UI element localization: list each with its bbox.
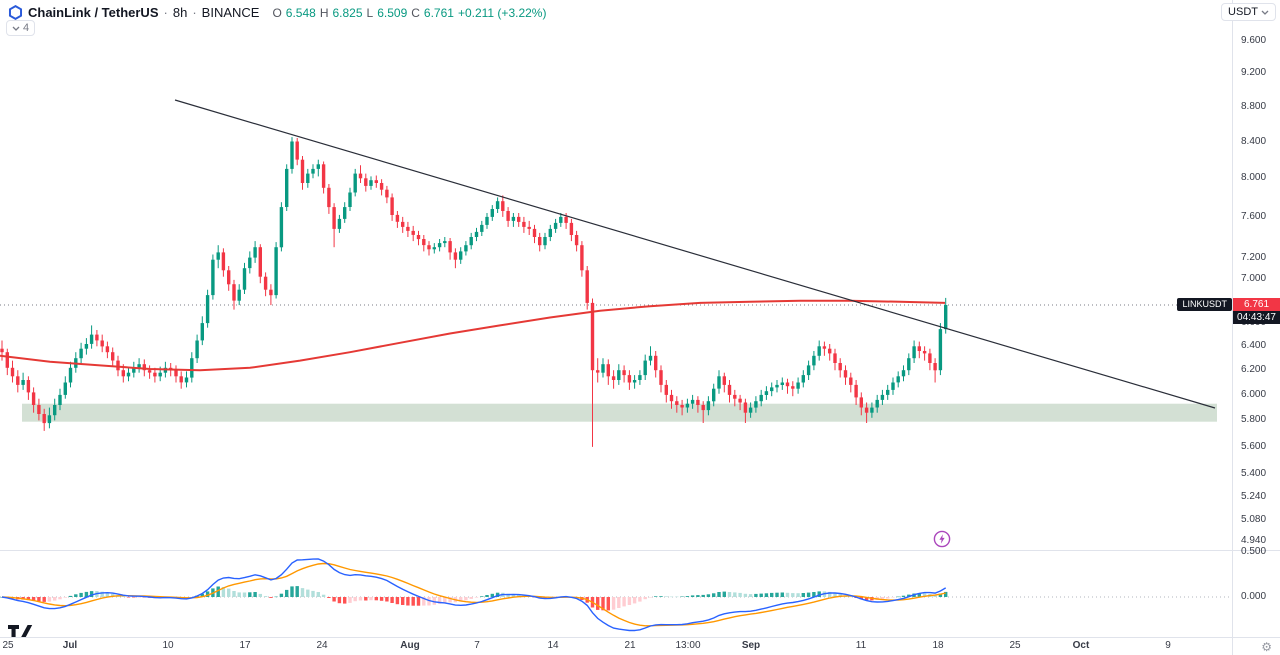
price-tick-label: 6.200 xyxy=(1241,364,1267,375)
time-tick-label: 24 xyxy=(316,640,328,651)
chevron-down-icon xyxy=(12,26,20,31)
lightning-button[interactable] xyxy=(933,530,951,548)
price-tick-label: 7.600 xyxy=(1241,211,1267,222)
price-tick-label: 5.400 xyxy=(1241,468,1267,479)
symbol-price-line-badge: LINKUSDT xyxy=(1177,298,1232,311)
symbol-info-bar: ChainLink / TetherUS · 8h · BINANCE O 6.5… xyxy=(8,5,546,20)
time-tick-label: 25 xyxy=(1009,640,1021,651)
price-tick-label: 5.240 xyxy=(1241,491,1267,502)
currency-unit-button[interactable]: USDT xyxy=(1221,3,1276,21)
exchange-label: BINANCE xyxy=(201,5,260,20)
high-label: H xyxy=(319,5,329,20)
price-axis[interactable]: 9.600 9.200 8.800 8.400 8.000 7.600 7.200 7.000… xyxy=(1233,0,1280,638)
high-value: 6.825 xyxy=(332,5,363,20)
time-tick-label: Oct xyxy=(1072,640,1090,651)
price-tick-label: 7.000 xyxy=(1241,273,1267,284)
price-tick-label: 6.400 xyxy=(1241,340,1267,351)
separator-dot: · xyxy=(163,5,168,20)
time-tick-label: 7 xyxy=(474,640,480,651)
time-tick-label: 14 xyxy=(547,640,559,651)
time-tick-label: Sep xyxy=(741,640,761,651)
chainlink-logo-icon xyxy=(8,5,23,20)
separator-dot: · xyxy=(192,5,197,20)
last-price-badge: 6.761 xyxy=(1233,298,1280,311)
time-tick-label: 11 xyxy=(855,640,867,651)
time-tick-label: 17 xyxy=(239,640,251,651)
bar-countdown-badge: 04:43:47 xyxy=(1233,311,1280,324)
indicator-tick-label: 0.000 xyxy=(1241,591,1267,602)
close-value: 6.761 xyxy=(423,5,454,20)
low-label: L xyxy=(366,5,374,20)
time-tick-label: 9 xyxy=(1165,640,1171,651)
tradingview-logo[interactable] xyxy=(8,624,36,643)
time-tick-label: 13:00 xyxy=(675,640,701,651)
change-value: +0.211 (+3.22%) xyxy=(457,5,547,20)
time-tick-label: 25 xyxy=(2,640,14,651)
collapsed-indicators-count: 4 xyxy=(23,22,30,34)
chevron-down-icon xyxy=(1261,10,1269,15)
indicator-tick-label: 0.500 xyxy=(1241,546,1267,557)
interval-label[interactable]: 8h xyxy=(172,5,188,20)
time-tick-label: 21 xyxy=(624,640,636,651)
open-label: O xyxy=(272,5,282,20)
price-tick-label: 9.200 xyxy=(1241,67,1267,78)
low-value: 6.509 xyxy=(377,5,408,20)
time-axis[interactable]: 25 Jul 10 17 24 Aug 7 14 21 13:00 Sep 11 18 25 Oct 9 xyxy=(0,639,1232,655)
price-tick-label: 8.000 xyxy=(1241,172,1267,183)
price-tick-label: 7.200 xyxy=(1241,252,1267,263)
ohlc-readout: O 6.548 H 6.825 L 6.509 C 6.761 +0.211 (+3.2… xyxy=(272,6,546,20)
currency-unit-label: USDT xyxy=(1228,6,1258,18)
price-tick-label: 5.600 xyxy=(1241,441,1267,452)
time-tick-label: Jul xyxy=(62,640,78,651)
open-value: 6.548 xyxy=(285,5,316,20)
symbol-title[interactable]: ChainLink / TetherUS xyxy=(28,5,159,20)
price-tick-label: 9.600 xyxy=(1241,35,1267,46)
close-label: C xyxy=(411,5,420,20)
price-tick-label: 5.080 xyxy=(1241,514,1267,525)
time-tick-label: 10 xyxy=(162,640,174,651)
price-tick-label: 8.800 xyxy=(1241,101,1267,112)
time-tick-label: Aug xyxy=(400,640,420,651)
time-tick-label: 18 xyxy=(932,640,944,651)
collapsed-indicators-chip[interactable]: 4 xyxy=(6,20,36,36)
price-tick-label: 5.800 xyxy=(1241,414,1267,425)
settings-gear-icon[interactable]: ⚙ xyxy=(1261,640,1272,654)
price-tick-label: 6.000 xyxy=(1241,389,1267,400)
price-tick-label: 4.940 xyxy=(1241,535,1267,546)
price-tick-label: 8.400 xyxy=(1241,136,1267,147)
